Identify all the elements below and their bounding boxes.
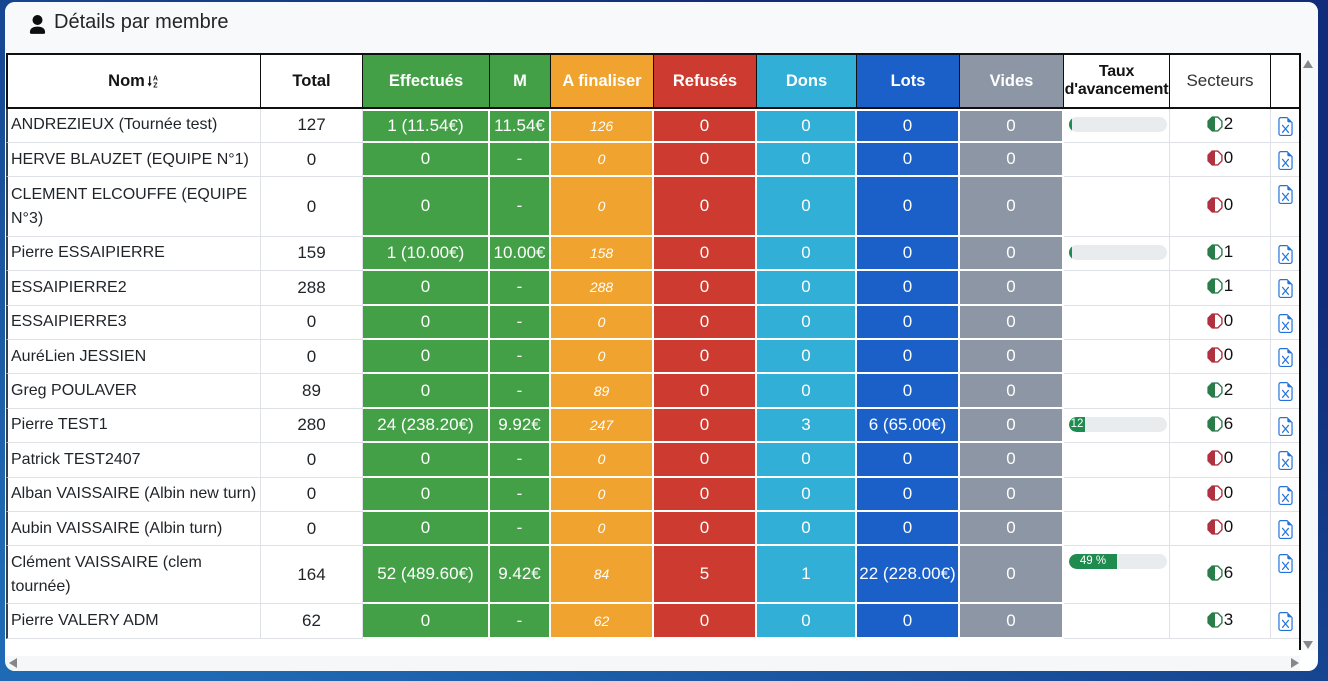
svg-text:A: A (153, 75, 158, 82)
svg-text:Z: Z (153, 82, 158, 87)
